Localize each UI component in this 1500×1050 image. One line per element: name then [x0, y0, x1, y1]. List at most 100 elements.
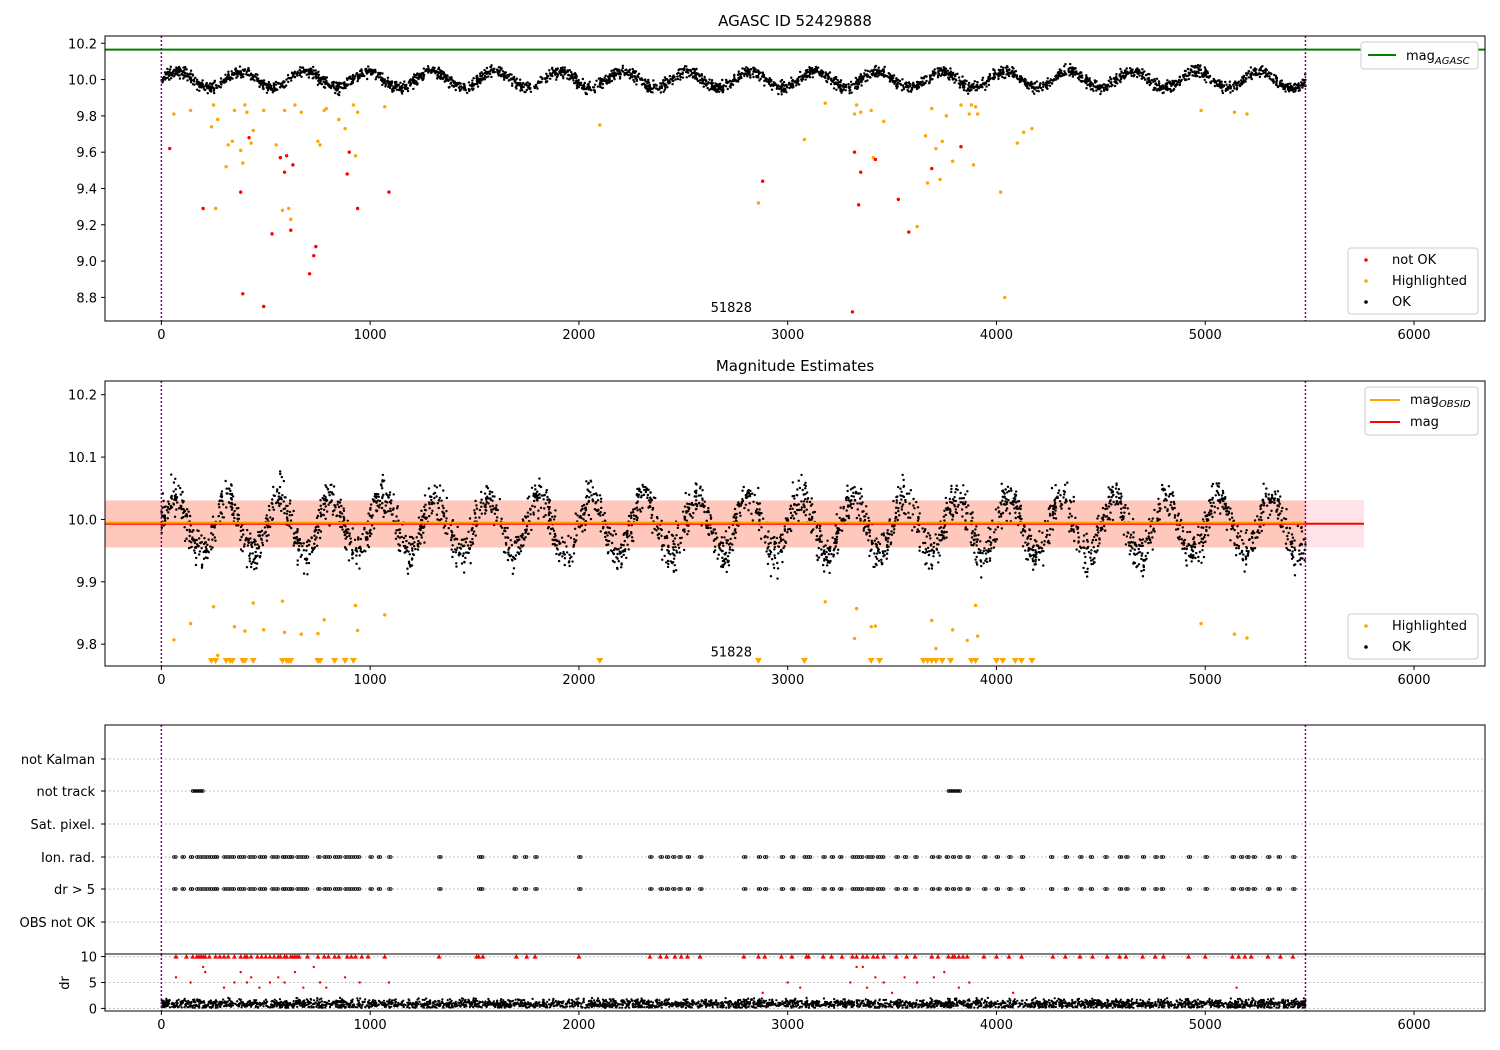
- flag-point: [203, 855, 207, 859]
- flag-point: [821, 887, 825, 891]
- not-ok-point: [896, 197, 901, 202]
- flag-point: [1080, 855, 1084, 859]
- flag-point: [650, 855, 654, 859]
- highlighted-point: [353, 603, 358, 608]
- flag-point: [213, 855, 218, 859]
- dr-large-point: [268, 981, 272, 984]
- dr-capped-marker: [778, 954, 784, 959]
- dr-capped-marker: [1062, 954, 1068, 959]
- flag-point: [535, 887, 539, 891]
- flag-point: [1159, 855, 1164, 859]
- dr-large-point: [932, 976, 936, 979]
- flag-point: [1088, 855, 1093, 859]
- highlighted-point: [1232, 110, 1237, 114]
- flag-point: [994, 855, 999, 859]
- flag-point: [172, 887, 176, 891]
- not-ok-point: [347, 150, 351, 154]
- flag-point: [370, 887, 374, 891]
- highlighted-point: [869, 108, 873, 113]
- flag-point: [915, 887, 919, 891]
- highlighted-point: [224, 165, 228, 169]
- dr-capped-marker: [849, 954, 855, 959]
- flag-point: [477, 855, 481, 859]
- not-ok-point: [307, 272, 312, 276]
- not-ok-point: [201, 206, 205, 211]
- flag-point: [247, 887, 251, 891]
- dr-capped-marker: [829, 954, 835, 959]
- agasc-frame: [104, 35, 1486, 322]
- highlighted-point: [243, 629, 247, 633]
- highlighted-point: [934, 646, 938, 651]
- dr-capped-marker: [881, 954, 887, 959]
- flag-point: [779, 887, 784, 891]
- flag-point: [232, 855, 236, 859]
- highlighted-point: [854, 606, 859, 611]
- flag-point: [332, 887, 337, 891]
- flag-point: [1126, 855, 1130, 859]
- flag-point: [871, 855, 875, 859]
- flag-point: [840, 887, 844, 891]
- dr-large-point: [915, 981, 919, 984]
- flag-point: [522, 855, 527, 859]
- dr-capped-marker: [755, 954, 761, 959]
- highlighted-point: [172, 638, 176, 642]
- dr-ytick-label: 10: [80, 951, 97, 966]
- flag-point: [328, 855, 332, 859]
- flag-point: [1142, 855, 1147, 859]
- flag-point: [343, 855, 347, 859]
- flag-point: [1021, 855, 1026, 859]
- flag-point: [222, 855, 226, 859]
- flag-point: [1291, 887, 1295, 891]
- dr-large-point: [786, 981, 789, 984]
- flag-point: [871, 887, 875, 891]
- dr-capped-marker: [1077, 954, 1083, 959]
- flag-point: [370, 855, 374, 859]
- flag-point: [1007, 887, 1011, 891]
- not-ok-point: [291, 163, 295, 167]
- dr-capped-marker: [1202, 954, 1208, 959]
- highlighted-point: [280, 208, 285, 212]
- flag-point: [859, 855, 863, 859]
- flag-label: OBS not OK: [20, 916, 96, 931]
- flag-point: [190, 887, 195, 891]
- highlighted-point: [211, 103, 216, 107]
- flag-point: [881, 887, 886, 891]
- flag-point: [700, 887, 704, 891]
- flag-point: [700, 855, 704, 859]
- flag-point: [687, 887, 692, 891]
- flag-point: [318, 855, 322, 859]
- legend-ok: OK: [1392, 295, 1411, 310]
- low-mag-marker: [999, 658, 1007, 664]
- flag-point: [222, 887, 226, 891]
- flag-point: [347, 887, 351, 891]
- dr-capped-marker: [960, 954, 966, 959]
- dr-large-point: [258, 986, 261, 989]
- dr-large-point: [761, 991, 764, 995]
- flag-point: [1253, 887, 1257, 891]
- dr-capped-marker: [336, 954, 342, 959]
- dr-capped-marker: [359, 954, 365, 959]
- flag-point: [865, 855, 869, 859]
- flag-point: [687, 855, 692, 859]
- flag-point: [1268, 855, 1272, 859]
- flag-point: [439, 855, 443, 859]
- flag-point: [944, 887, 949, 891]
- flag-point: [316, 855, 320, 859]
- flag-point: [190, 855, 195, 859]
- flag-point: [241, 855, 245, 859]
- highlighted-point: [973, 603, 978, 608]
- dr-capped-marker: [1090, 954, 1096, 959]
- dr-capped-marker: [365, 954, 371, 959]
- flag-point: [984, 887, 988, 891]
- flag-point: [522, 887, 527, 891]
- highlighted-point: [316, 631, 320, 636]
- highlighted-point: [209, 125, 214, 129]
- dr-capped-marker: [248, 954, 254, 959]
- flag-point: [854, 887, 859, 891]
- dr-large-point: [1235, 986, 1238, 989]
- flag-point: [1088, 887, 1093, 891]
- dr-capped-marker: [244, 954, 250, 959]
- dr-capped-marker: [315, 954, 321, 959]
- flag-point: [351, 887, 356, 891]
- flag-point: [1063, 855, 1068, 859]
